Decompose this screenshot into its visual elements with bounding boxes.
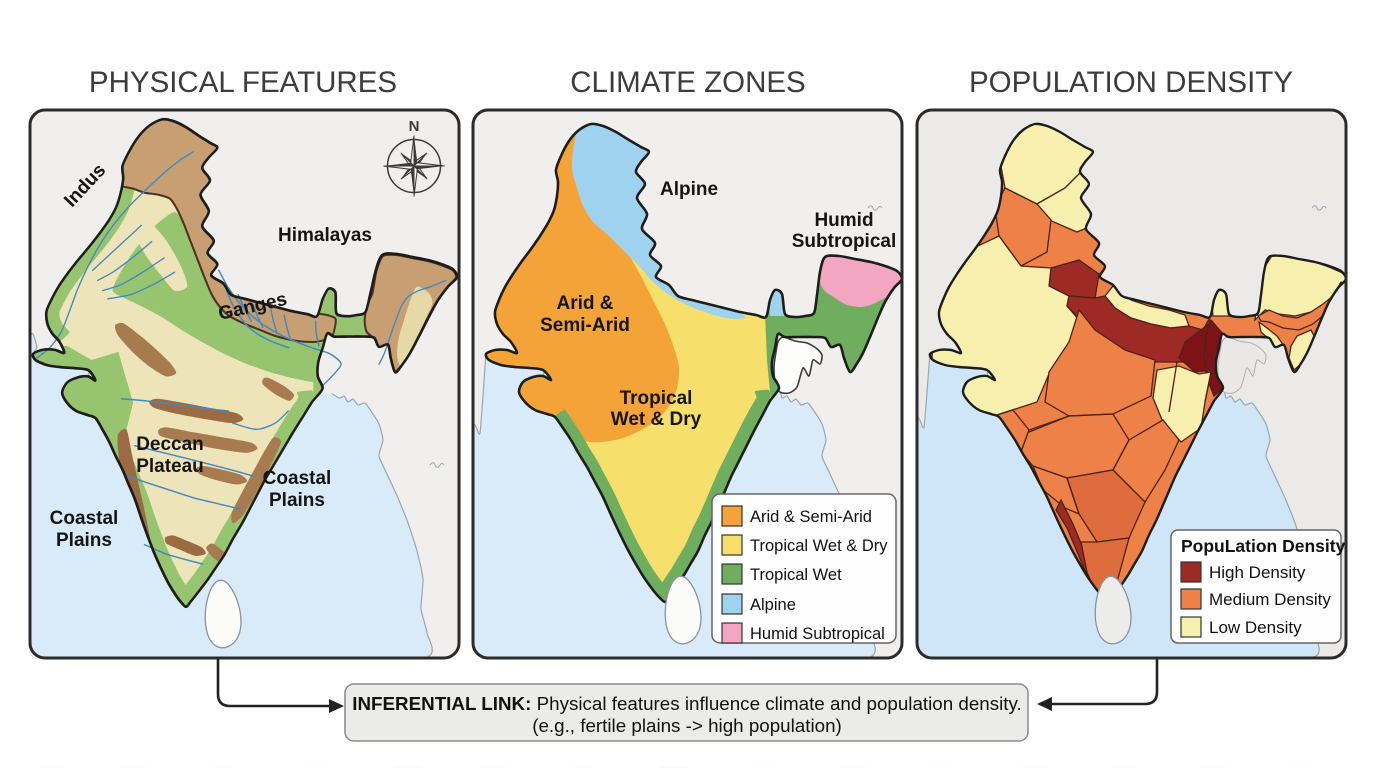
svg-text:Low Density: Low Density <box>1209 618 1302 637</box>
svg-text:Plains: Plains <box>269 490 325 511</box>
svg-text:Alpine: Alpine <box>750 596 796 614</box>
svg-text:Arid &: Arid & <box>557 293 614 314</box>
svg-text:Plateau: Plateau <box>136 456 204 477</box>
svg-text:Deccan: Deccan <box>136 434 204 455</box>
svg-text:Humid: Humid <box>814 210 873 231</box>
svg-text:PopuLation Density: PopuLation Density <box>1181 536 1346 556</box>
svg-text:(e.g., fertile plains -> high: (e.g., fertile plains -> high population… <box>532 715 842 736</box>
svg-text:Tropical: Tropical <box>620 388 693 409</box>
svg-text:INFERENTIAL LINK: Physical fea: INFERENTIAL LINK: Physical features infl… <box>352 693 1021 714</box>
svg-text:High Density: High Density <box>1209 563 1306 582</box>
svg-text:N: N <box>409 118 420 135</box>
svg-text:Alpine: Alpine <box>660 179 718 200</box>
svg-text:Himalayas: Himalayas <box>278 225 372 246</box>
svg-text:Tropical Wet & Dry: Tropical Wet & Dry <box>750 537 888 555</box>
svg-text:Arid & Semi-Arid: Arid & Semi-Arid <box>750 508 872 526</box>
svg-text:CLIMATE ZONES: CLIMATE ZONES <box>570 66 805 99</box>
svg-text:POPULATION DENSITY: POPULATION DENSITY <box>969 66 1293 99</box>
svg-text:Medium Density: Medium Density <box>1209 590 1331 609</box>
svg-text:Wet & Dry: Wet & Dry <box>611 409 702 430</box>
svg-text:Tropical Wet: Tropical Wet <box>750 566 842 584</box>
svg-text:Semi-Arid: Semi-Arid <box>540 315 630 336</box>
svg-text:PHYSICAL FEATURES: PHYSICAL FEATURES <box>89 66 397 99</box>
svg-text:Coastal: Coastal <box>263 468 332 489</box>
svg-text:Plains: Plains <box>56 530 112 551</box>
svg-text:Coastal: Coastal <box>50 508 119 529</box>
svg-text:Subtropical: Subtropical <box>792 231 897 252</box>
svg-text:Humid Subtropical: Humid Subtropical <box>750 625 885 643</box>
